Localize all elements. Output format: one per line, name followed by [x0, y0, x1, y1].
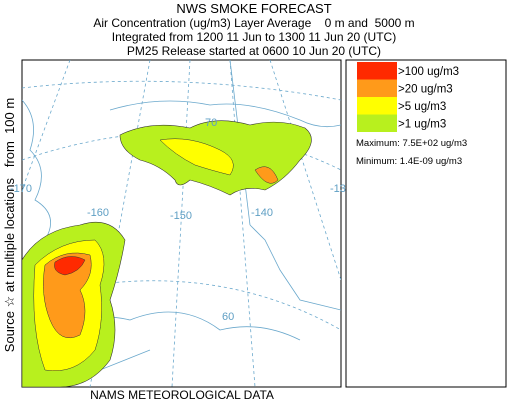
- map-label: -150: [170, 210, 192, 222]
- coastline: [109, 100, 341, 128]
- subtitle: Integrated from 1200 11 Jun to 1300 11 J…: [112, 30, 396, 44]
- border: [249, 224, 341, 311]
- graticule: [22, 60, 71, 191]
- legend-label: >1 ug/m3: [398, 118, 446, 130]
- map-label: -140: [251, 207, 273, 219]
- smoke-area: [254, 166, 279, 184]
- graticule: [22, 131, 341, 171]
- graticule: [269, 60, 341, 281]
- legend-label: >100 ug/m3: [398, 66, 459, 78]
- subtitle: PM25 Release started at 0600 10 Jun 20 (…: [127, 44, 381, 58]
- legend-label: >20 ug/m3: [398, 83, 453, 95]
- graticule: [22, 80, 341, 101]
- legend-swatch: [357, 79, 397, 97]
- side-label: Source ☆ at multiple locations from 100 …: [2, 98, 17, 352]
- smoke-area: [159, 138, 234, 176]
- legend: Maximum: 7.5E+02 ug/m3 Minimum: 1.4E-09 …: [345, 59, 507, 388]
- smoke-area: [54, 256, 86, 276]
- map-label: 60: [222, 311, 234, 323]
- legend-label: >5 ug/m3: [398, 101, 446, 113]
- graticule: [22, 280, 341, 331]
- map: 70 -170 -160 -150 -140 -130 60: [10, 59, 352, 388]
- graticule: [171, 60, 191, 387]
- map-label: 70: [205, 117, 217, 129]
- footer: NAMS METEOROLOGICAL DATA: [90, 388, 274, 401]
- legend-frame: [345, 59, 507, 388]
- map-label: -160: [87, 207, 109, 219]
- smoke-area: [43, 252, 92, 339]
- legend-swatch: [357, 97, 397, 115]
- title: NWS SMOKE FORECAST: [176, 1, 331, 16]
- legend-swatch: [357, 114, 397, 132]
- legend-swatch: [357, 62, 397, 80]
- subtitle: Air Concentration (ug/m3) Layer Average …: [93, 16, 414, 30]
- map-label: -170: [10, 183, 32, 195]
- legend-minimum: Minimum: 1.4E-09 ug/m3: [356, 156, 462, 167]
- legend-maximum: Maximum: 7.5E+02 ug/m3: [356, 138, 467, 149]
- coastline: [22, 99, 52, 241]
- graticule: [229, 60, 256, 387]
